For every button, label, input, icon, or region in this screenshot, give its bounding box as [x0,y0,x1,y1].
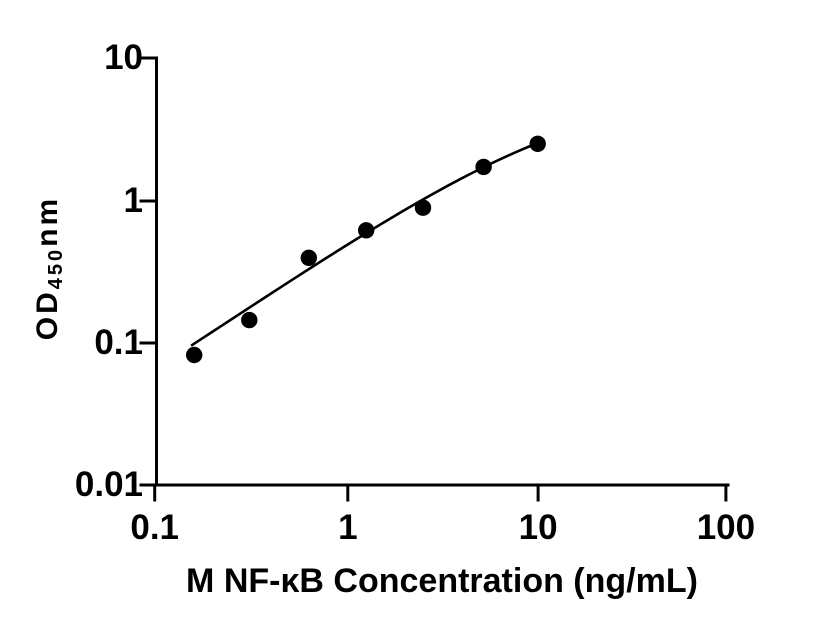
svg-text:1: 1 [338,508,357,547]
svg-text:0.1: 0.1 [130,508,179,547]
svg-text:0.1: 0.1 [94,323,143,362]
svg-text:10: 10 [104,38,143,77]
svg-text:10: 10 [519,508,558,547]
svg-text:100: 100 [697,508,755,547]
svg-text:OD450nm: OD450nm [31,196,67,340]
svg-text:0.01: 0.01 [75,465,143,504]
svg-text:1: 1 [124,181,143,220]
svg-text:M NF-κB Concentration (ng/mL): M NF-κB Concentration (ng/mL) [186,562,698,600]
